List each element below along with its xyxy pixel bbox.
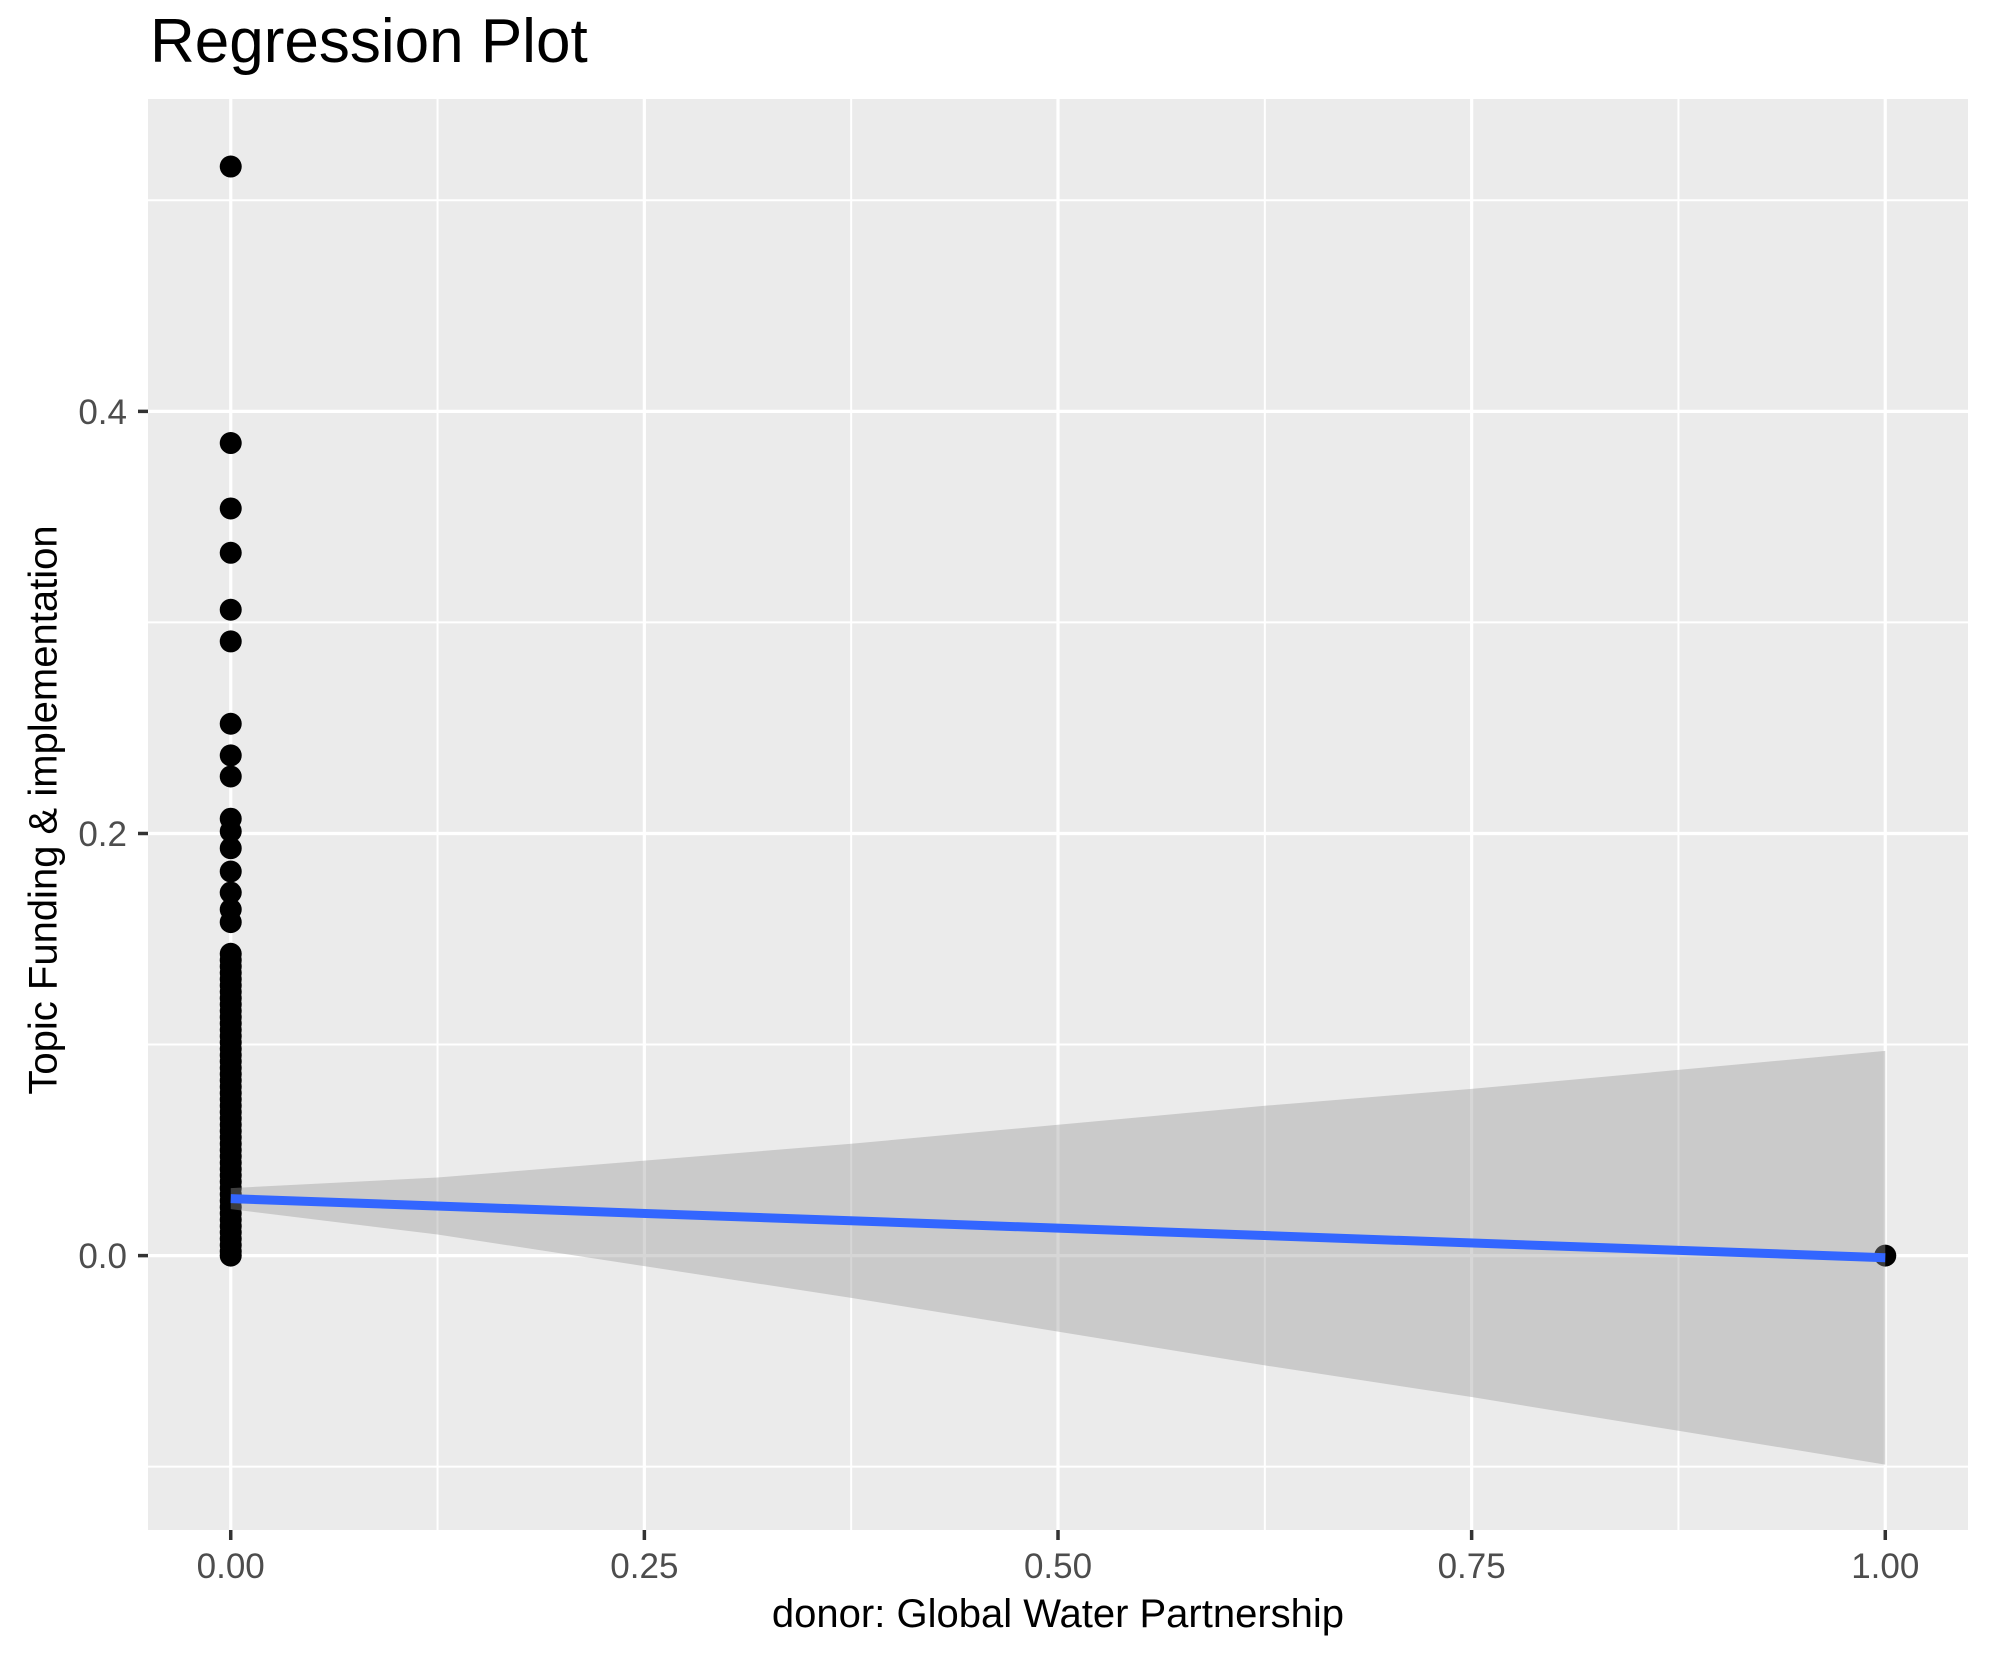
gridlines-major	[148, 99, 1968, 1530]
axis-ticks	[138, 409, 1888, 1540]
data-point	[219, 432, 242, 455]
plot-title: Regression Plot	[150, 7, 588, 76]
confidence-band	[230, 1050, 1886, 1465]
data-point	[219, 497, 242, 520]
data-point	[219, 744, 242, 767]
data-point	[219, 541, 242, 564]
x-tick-label: 0.50	[1024, 1547, 1092, 1586]
data-point	[219, 712, 242, 735]
x-tick-labels: 0.00 0.25 0.50 0.75 1.00	[197, 1547, 1920, 1586]
x-tick-label: 0.75	[1438, 1547, 1506, 1586]
x-tick-label: 1.00	[1851, 1547, 1919, 1586]
data-point	[219, 765, 242, 788]
data-point	[219, 1244, 242, 1267]
data-point	[219, 630, 242, 653]
y-tick-labels: 0.0 0.2 0.4	[78, 393, 127, 1276]
y-tick-label: 0.4	[78, 393, 127, 432]
regression-line	[230, 1194, 1886, 1263]
y-axis-title: Topic Funding & implementation	[21, 525, 66, 1095]
y-tick-label: 0.2	[78, 815, 127, 854]
x-tick-label: 0.00	[197, 1547, 265, 1586]
data-point	[219, 881, 242, 904]
data-point	[219, 911, 242, 934]
data-point	[219, 598, 242, 621]
y-tick-label: 0.0	[78, 1237, 127, 1276]
data-point	[219, 155, 242, 178]
x-axis-title: donor: Global Water Partnership	[771, 1592, 1345, 1636]
data-point	[219, 820, 242, 843]
scatter-points	[219, 155, 1897, 1267]
data-point	[219, 837, 242, 860]
data-point	[219, 860, 242, 883]
x-tick-label: 0.25	[610, 1547, 678, 1586]
